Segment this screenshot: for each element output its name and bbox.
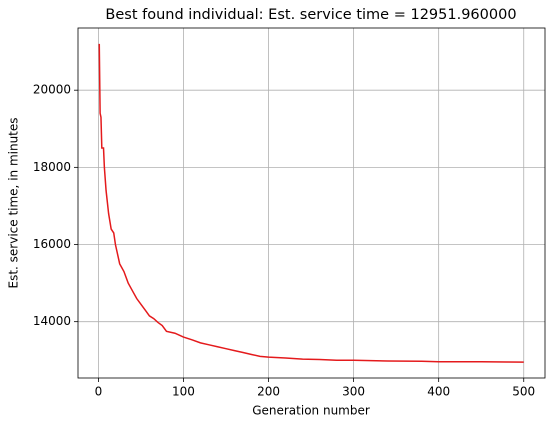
y-axis-label: Est. service time, in minutes <box>7 117 21 288</box>
x-tick-label: 300 <box>342 385 365 399</box>
y-tick-label: 18000 <box>33 160 71 174</box>
x-tick-label: 200 <box>257 385 280 399</box>
y-tick-label: 16000 <box>33 237 71 251</box>
plot-frame <box>77 27 546 379</box>
x-axis-label: Generation number <box>252 404 370 418</box>
x-tick-label: 0 <box>95 385 103 399</box>
y-tick-label: 14000 <box>33 314 71 328</box>
y-tick-label: 20000 <box>33 83 71 97</box>
data-line <box>98 43 524 363</box>
chart-title: Best found individual: Est. service time… <box>105 7 516 23</box>
x-tick-label: 500 <box>512 385 535 399</box>
x-tick-label: 100 <box>172 385 195 399</box>
x-tick-label: 400 <box>427 385 450 399</box>
